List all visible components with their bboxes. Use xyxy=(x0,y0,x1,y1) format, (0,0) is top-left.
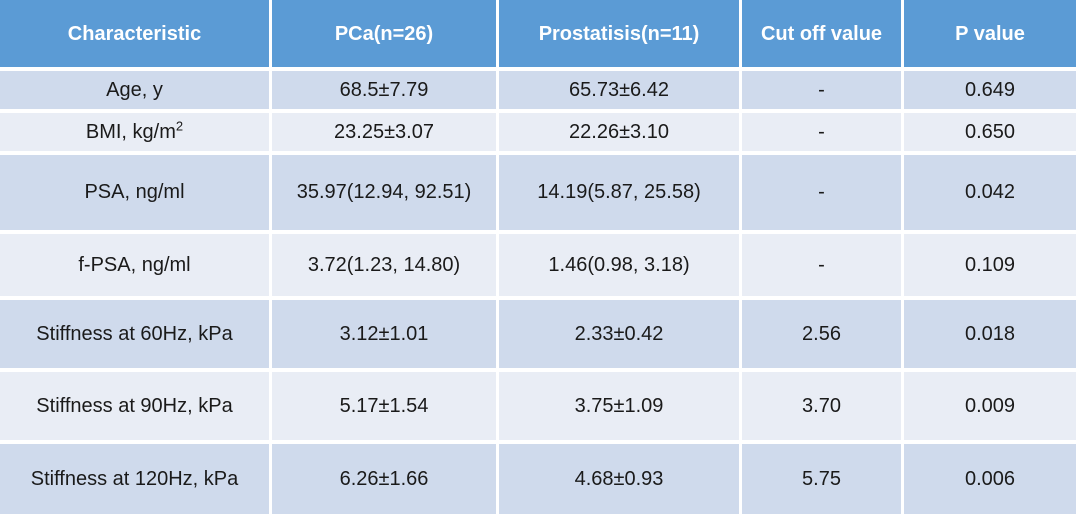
table-row: PSA, ng/ml 35.97(12.94, 92.51) 14.19(5.87,… xyxy=(0,155,1076,234)
cell-value: 0.649 xyxy=(904,71,1076,113)
cell-value: 3.12±1.01 xyxy=(272,300,499,372)
table-row: Stiffness at 60Hz, kPa 3.12±1.01 2.33±0.42… xyxy=(0,300,1076,372)
column-header: PCa(n=26) xyxy=(272,0,499,71)
cell-value: 0.042 xyxy=(904,155,1076,234)
cell-value: 3.75±1.09 xyxy=(499,372,742,444)
cell-value: 65.73±6.42 xyxy=(499,71,742,113)
cell-value: - xyxy=(742,155,904,234)
cell-value: 68.5±7.79 xyxy=(272,71,499,113)
table-row: BMI, kg/m2 23.25±3.07 22.26±3.10-0.650 xyxy=(0,113,1076,155)
table-row: f-PSA, ng/ml 3.72(1.23, 14.80) 1.46(0.98, … xyxy=(0,234,1076,300)
row-label: Age, y xyxy=(0,71,272,113)
row-label: Stiffness at 90Hz, kPa xyxy=(0,372,272,444)
cell-value: 0.650 xyxy=(904,113,1076,155)
table-row: Stiffness at 120Hz, kPa 6.26±1.66 4.68±0.9… xyxy=(0,444,1076,514)
row-label: BMI, kg/m2 xyxy=(0,113,272,155)
cell-value: - xyxy=(742,71,904,113)
column-header: Characteristic xyxy=(0,0,272,71)
cell-value: 14.19(5.87, 25.58) xyxy=(499,155,742,234)
row-label: PSA, ng/ml xyxy=(0,155,272,234)
cell-value: 3.70 xyxy=(742,372,904,444)
superscript: 2 xyxy=(175,117,184,133)
row-label: Stiffness at 120Hz, kPa xyxy=(0,444,272,514)
cell-value: 1.46(0.98, 3.18) xyxy=(499,234,742,300)
column-header: Cut off value xyxy=(742,0,904,71)
cell-value: 0.006 xyxy=(904,444,1076,514)
table-row: Age, y 68.5±7.79 65.73±6.42-0.649 xyxy=(0,71,1076,113)
cell-value: 0.109 xyxy=(904,234,1076,300)
cell-value: 23.25±3.07 xyxy=(272,113,499,155)
cell-value: 2.33±0.42 xyxy=(499,300,742,372)
cell-value: 22.26±3.10 xyxy=(499,113,742,155)
cell-value: 35.97(12.94, 92.51) xyxy=(272,155,499,234)
table-body: Age, y 68.5±7.79 65.73±6.42-0.649 BMI, kg/m… xyxy=(0,71,1076,514)
row-label: f-PSA, ng/ml xyxy=(0,234,272,300)
cell-value: 2.56 xyxy=(742,300,904,372)
row-label: Stiffness at 60Hz, kPa xyxy=(0,300,272,372)
column-header: Prostatisis(n=11) xyxy=(499,0,742,71)
cell-value: 4.68±0.93 xyxy=(499,444,742,514)
cell-value: 0.009 xyxy=(904,372,1076,444)
header-row: Characteristic PCa(n=26) Prostatisis(n=11)… xyxy=(0,0,1076,71)
cell-value: 6.26±1.66 xyxy=(272,444,499,514)
cell-value: 5.75 xyxy=(742,444,904,514)
cell-value: 0.018 xyxy=(904,300,1076,372)
cell-value: 3.72(1.23, 14.80) xyxy=(272,234,499,300)
column-header: P value xyxy=(904,0,1076,71)
cell-value: - xyxy=(742,234,904,300)
cell-value: 5.17±1.54 xyxy=(272,372,499,444)
cell-value: - xyxy=(742,113,904,155)
table-row: Stiffness at 90Hz, kPa 5.17±1.54 3.75±1.09… xyxy=(0,372,1076,444)
